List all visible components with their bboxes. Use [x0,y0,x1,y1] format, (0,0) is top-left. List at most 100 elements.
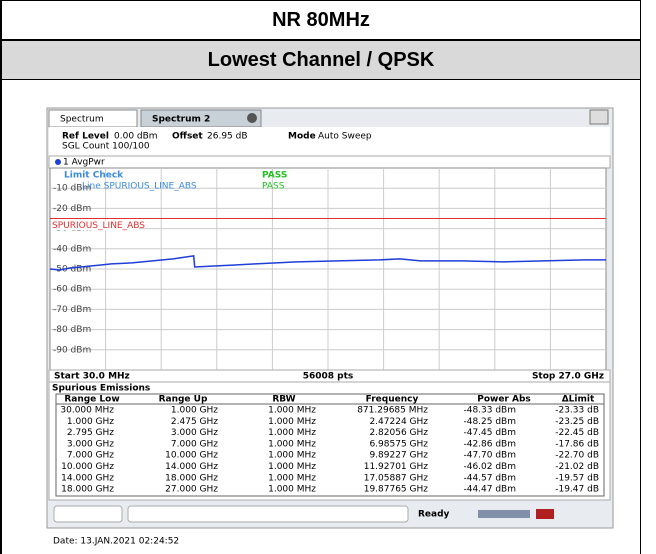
y-tick-label: -10 dBm [53,184,91,194]
trace-label: 1 AvgPwr [63,158,105,168]
cell: -44.57 dBm [463,473,516,483]
limit-check-result: PASS [262,171,287,181]
cell: 9.89227 GHz [369,451,428,461]
cell: -21.02 dB [555,462,599,472]
cell: 6.98575 GHz [369,439,428,449]
cell: 1.000 MHz [268,428,316,438]
stop: Stop 27.0 GHz [532,372,604,382]
column-header: Range Low [64,395,119,405]
cell: 1.000 MHz [268,473,316,483]
column-header: Power Abs [477,395,531,405]
menu-button[interactable] [589,109,609,125]
offset-label: Offset [172,132,203,142]
cell: 1.000 MHz [268,462,316,472]
cell: 7.000 GHz [171,439,218,449]
cell: 14.000 GHz [61,473,114,483]
status-field [127,505,409,523]
cell: 18.000 GHz [61,485,114,495]
tab-close[interactable] [247,113,257,123]
table-title: Spurious Emissions [52,384,150,394]
cell: -47.70 dBm [463,451,516,461]
limit-label: SPURIOUS_LINE_ABS [52,221,145,231]
limit-label-bg [51,220,139,231]
column-header: ΔLimit [562,395,595,405]
date: Date: 13.JAN.2021 02:24:52 [53,537,179,547]
cell: -23.33 dB [555,406,599,416]
y-tick-label: -50 dBm [53,265,91,275]
cell: 7.000 GHz [67,451,114,461]
cell: -22.45 dB [555,428,599,438]
cell: 14.000 GHz [165,462,218,472]
ref-level-label: Ref Level [62,132,109,142]
trace [49,255,606,271]
cell: 1.000 MHz [268,417,316,427]
y-tick-label: -90 dBm [53,345,91,355]
y-tick-label: -70 dBm [53,305,91,315]
cell: -23.25 dB [555,417,599,427]
subtitle: Lowest Channel / QPSK [0,40,641,80]
cell: 3.000 GHz [171,428,218,438]
offset: 26.95 dB [207,132,248,142]
trace-bar [48,155,611,169]
cell: 17.05887 GHz [364,473,429,483]
progress [478,510,530,518]
limit-line-result: PASS [262,182,285,192]
indicator [536,509,554,519]
column-header: Range Up [159,395,208,405]
tab-label: Spectrum [60,115,104,125]
table-border [55,393,605,497]
y-tick-label: -60 dBm [53,285,91,295]
table-panel [48,381,611,501]
cell: 11.92701 GHz [364,462,429,472]
limit-line-check: Line SPURIOUS_LINE_ABS [82,182,197,192]
cell: 10.000 GHz [165,451,218,461]
status-field [53,505,123,523]
y-tick-label: -80 dBm [53,325,91,335]
cell: 30.000 MHz [60,406,114,416]
sgl-count: SGL Count 100/100 [62,142,150,152]
cell: 1.000 GHz [171,406,218,416]
y-tick-label: -40 dBm [53,244,91,254]
cell: -48.25 dBm [463,417,516,427]
cell: 3.000 GHz [67,439,114,449]
cell: -46.02 dBm [463,462,516,472]
cell: -17.86 dB [555,439,599,449]
cell: -42.86 dBm [463,439,516,449]
cell: 871.29685 MHz [357,406,428,416]
cell: -19.57 dB [555,473,599,483]
cell: 1.000 MHz [268,451,316,461]
title: NR 80MHz [0,0,641,40]
cell: 1.000 MHz [268,485,316,495]
mode: Auto Sweep [318,132,372,142]
cell: 27.000 GHz [165,485,218,495]
y-tick-label: -20 dBm [53,204,91,214]
cell: 19.87765 GHz [364,485,429,495]
start: Start 30.0 MHz [54,372,130,382]
ref-level: 0.00 dBm [114,132,158,142]
cell: 2.82056 GHz [369,428,428,438]
cell: -22.70 dB [555,451,599,461]
cell: 1.000 MHz [268,439,316,449]
cell: -44.47 dBm [463,485,516,495]
status: Ready [418,510,450,520]
points: 56008 pts [303,372,354,382]
cell: 2.475 GHz [171,417,218,427]
column-header: Frequency [366,395,419,405]
cell: 1.000 GHz [67,417,114,427]
cell: -19.47 dB [555,485,599,495]
cell: -47.45 dBm [463,428,516,438]
trace-dot [55,159,61,165]
cell: 18.000 GHz [165,473,218,483]
limit-check: Limit Check [64,171,124,181]
content-cell [0,80,641,554]
mode-label: Mode [288,132,316,142]
cell: 10.000 GHz [61,462,114,472]
cell: 2.795 GHz [67,428,114,438]
cell: -48.33 dBm [463,406,516,416]
info-panel [49,127,610,156]
column-header: RBW [272,395,295,405]
cell: 1.000 MHz [268,406,316,416]
tab-label: Spectrum 2 [152,115,210,125]
